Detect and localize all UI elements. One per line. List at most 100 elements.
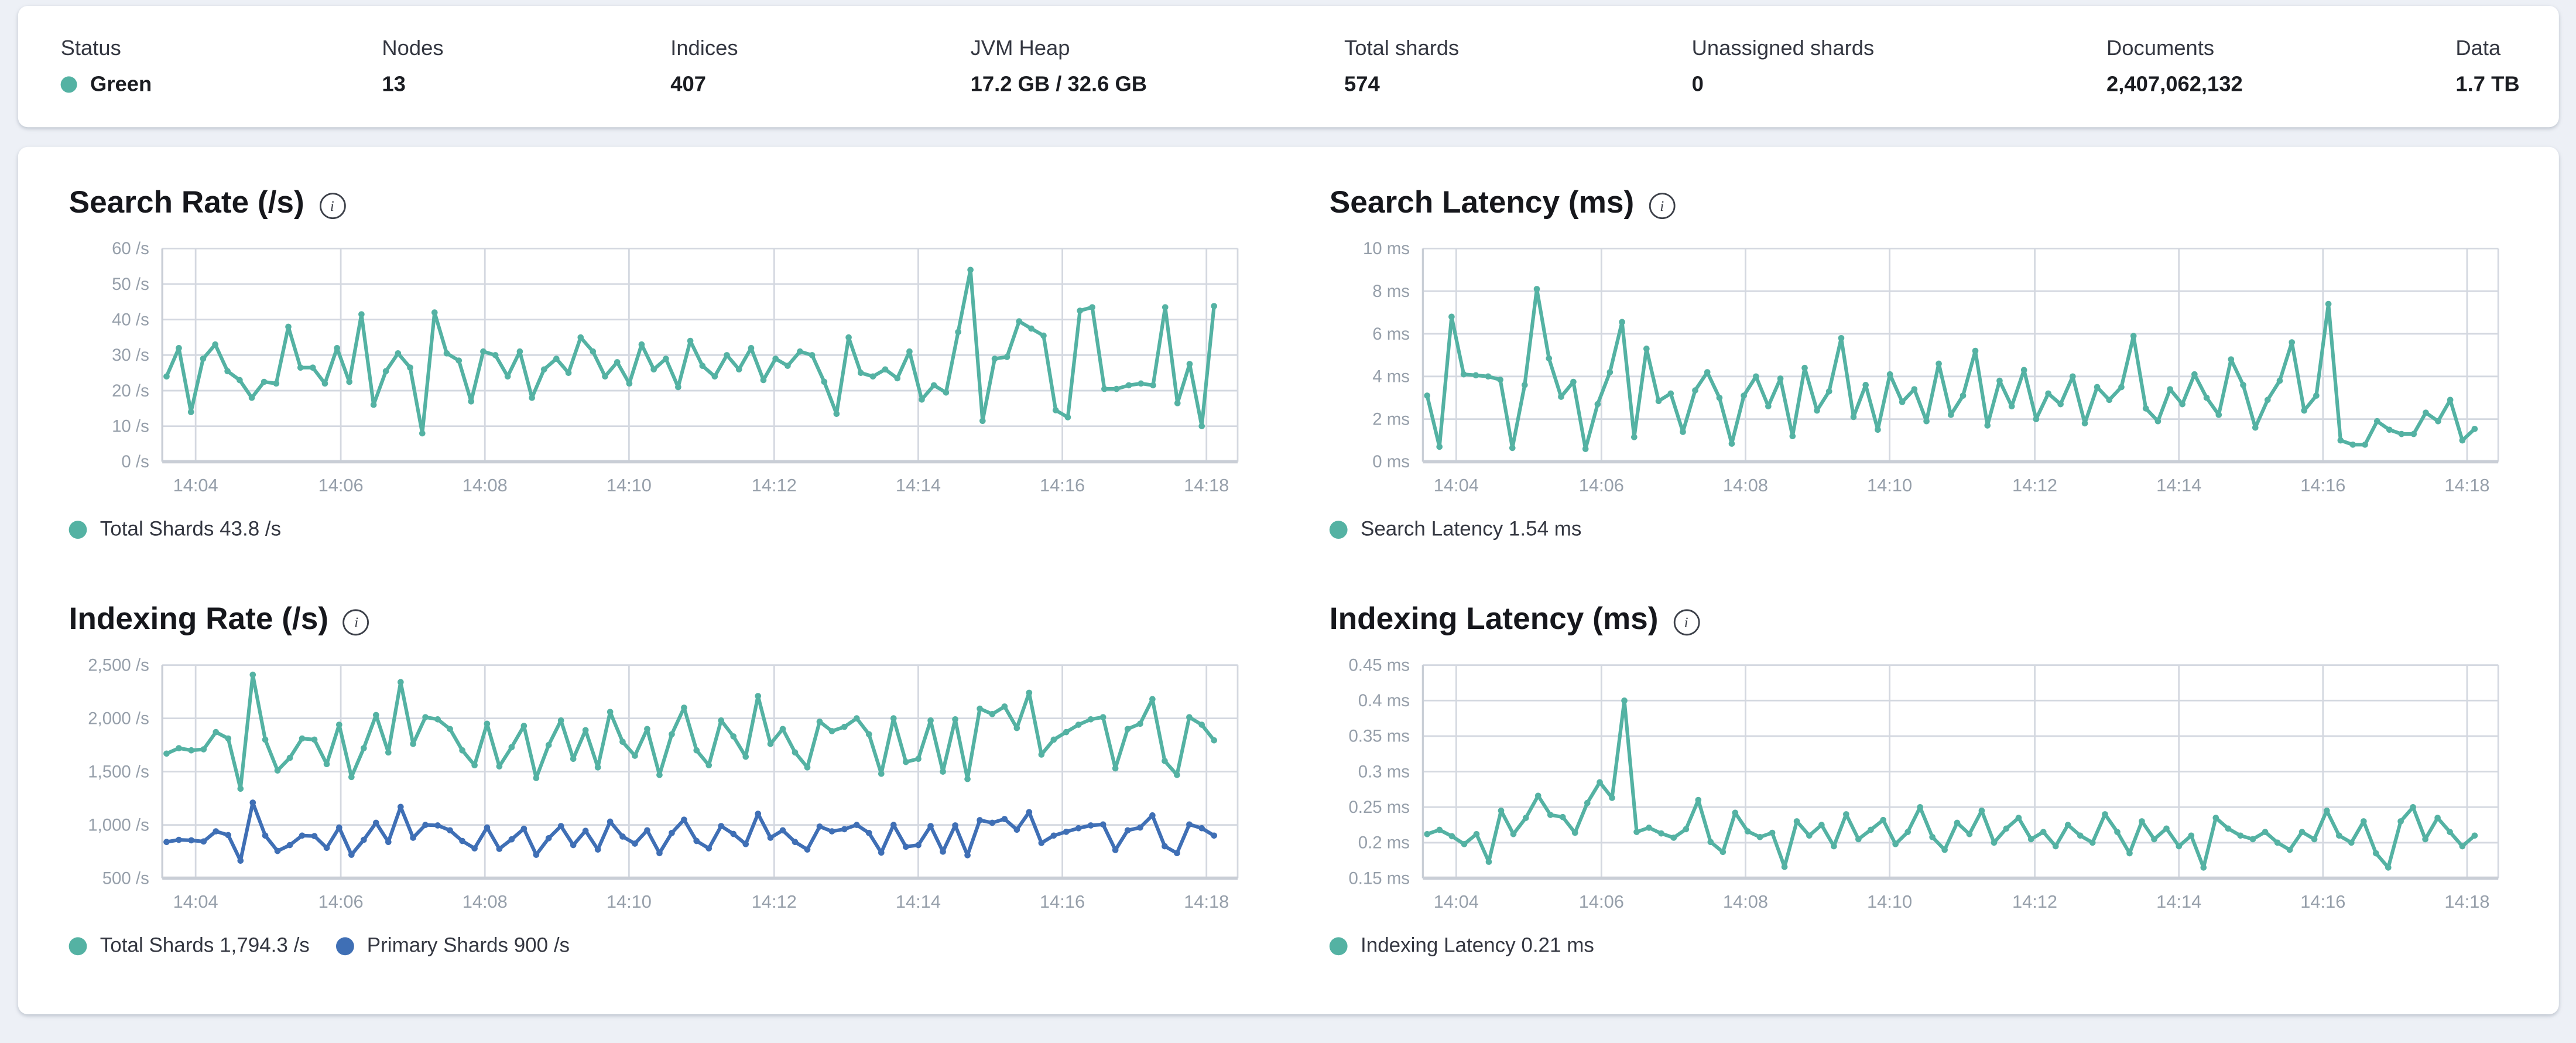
monitoring-overview-page: Status Green Nodes 13 Indices 407 JVM He… <box>0 6 2576 1043</box>
stat-value: 574 <box>1344 71 1380 96</box>
stat-value: 2,407,062,132 <box>2106 71 2243 96</box>
stat-label: Indices <box>670 35 738 60</box>
svg-text:14:12: 14:12 <box>2012 475 2057 495</box>
svg-text:0.3 ms: 0.3 ms <box>1358 762 1410 781</box>
chart-indexing-latency: Indexing Latency (ms) i 0.15 ms 0.2 ms 0.2… <box>1329 596 2506 957</box>
search-latency-chart-canvas[interactable]: 0 ms 2 ms 4 ms 6 ms 8 ms 10 ms 14:04 14:06 14:08… <box>1330 235 2506 514</box>
metrics-panel: Search Rate (/s) i 0 /s 10 /s 20 /s 30 /s 40… <box>18 146 2558 1014</box>
svg-text:0 ms: 0 ms <box>1372 452 1410 471</box>
svg-text:6 ms: 6 ms <box>1372 324 1410 344</box>
svg-text:2 ms: 2 ms <box>1372 409 1410 429</box>
svg-text:0.15 ms: 0.15 ms <box>1348 868 1410 888</box>
info-icon[interactable]: i <box>1673 609 1700 636</box>
svg-text:14:10: 14:10 <box>1867 475 1912 495</box>
svg-text:500 /s: 500 /s <box>102 868 149 888</box>
svg-text:14:16: 14:16 <box>1040 475 1085 495</box>
search-rate-chart-canvas[interactable]: 0 /s 10 /s 20 /s 30 /s 40 /s 50 /s 60 /s 14:04 1… <box>69 235 1246 514</box>
svg-text:14:18: 14:18 <box>1184 475 1229 495</box>
stat-unassigned-shards: Unassigned shards 0 <box>1692 32 2106 127</box>
stat-label: Documents <box>2106 35 2215 60</box>
svg-text:0.35 ms: 0.35 ms <box>1348 727 1410 746</box>
svg-text:0.25 ms: 0.25 ms <box>1348 798 1410 817</box>
svg-text:14:04: 14:04 <box>1434 891 1479 912</box>
svg-text:14:14: 14:14 <box>2156 891 2201 912</box>
svg-text:40 /s: 40 /s <box>112 310 149 330</box>
chart-title: Indexing Latency (ms) <box>1329 603 1659 637</box>
stat-value: 13 <box>382 71 406 96</box>
chart-legend: Total Shards 43.8 /s <box>68 517 1246 541</box>
stat-label: Total shards <box>1344 35 1460 60</box>
svg-text:0.45 ms: 0.45 ms <box>1348 655 1410 675</box>
info-icon[interactable]: i <box>318 193 345 219</box>
stat-documents: Documents 2,407,062,132 <box>2106 32 2455 127</box>
chart-grid: Search Rate (/s) i 0 /s 10 /s 20 /s 30 /s 40… <box>68 180 2508 957</box>
legend-dot-icon <box>68 519 87 538</box>
legend-item[interactable]: Total Shards 1,794.3 /s <box>68 933 310 957</box>
legend-dot-icon <box>335 936 354 955</box>
cluster-status-bar: Status Green Nodes 13 Indices 407 JVM He… <box>18 6 2558 128</box>
stat-value: 407 <box>670 71 706 96</box>
chart-search-rate: Search Rate (/s) i 0 /s 10 /s 20 /s 30 /s 40… <box>68 180 1246 541</box>
stat-status: Status Green <box>60 32 382 127</box>
svg-text:2,500 /s: 2,500 /s <box>88 655 149 675</box>
stat-value: 0 <box>1691 71 1704 96</box>
legend-item[interactable]: Total Shards 43.8 /s <box>68 517 282 541</box>
legend-label: Total Shards 1,794.3 /s <box>100 933 310 957</box>
chart-search-latency: Search Latency (ms) i 0 ms 2 ms 4 ms 6 ms 8 … <box>1329 180 2506 541</box>
svg-text:2,000 /s: 2,000 /s <box>88 709 149 728</box>
svg-text:60 /s: 60 /s <box>112 239 149 258</box>
legend-label: Search Latency 1.54 ms <box>1361 517 1582 541</box>
svg-text:14:06: 14:06 <box>1579 475 1624 495</box>
svg-text:0.2 ms: 0.2 ms <box>1358 833 1410 853</box>
svg-text:1,500 /s: 1,500 /s <box>88 762 149 781</box>
info-icon[interactable]: i <box>1649 193 1676 219</box>
svg-text:14:06: 14:06 <box>318 475 364 495</box>
status-value-text: Green <box>90 71 152 96</box>
svg-text:14:04: 14:04 <box>1434 475 1479 495</box>
svg-text:14:14: 14:14 <box>2156 475 2201 495</box>
svg-text:4 ms: 4 ms <box>1372 367 1410 387</box>
chart-legend: Indexing Latency 0.21 ms <box>1329 934 2506 957</box>
svg-text:20 /s: 20 /s <box>112 381 149 401</box>
svg-text:14:16: 14:16 <box>1040 891 1085 912</box>
svg-text:14:14: 14:14 <box>896 475 941 495</box>
stat-label: Nodes <box>382 35 444 60</box>
stat-total-shards: Total shards 574 <box>1344 32 1692 127</box>
legend-label: Primary Shards 900 /s <box>366 933 570 957</box>
chart-title: Search Rate (/s) <box>68 186 304 221</box>
legend-item[interactable]: Primary Shards 900 /s <box>335 933 570 957</box>
chart-title: Search Latency (ms) <box>1329 186 1635 221</box>
stat-nodes: Nodes 13 <box>382 32 670 127</box>
svg-text:1,000 /s: 1,000 /s <box>88 815 149 835</box>
chart-legend: Total Shards 1,794.3 /s Primary Shards 90… <box>68 933 1246 957</box>
legend-dot-icon <box>1329 936 1348 955</box>
legend-label: Total Shards 43.8 /s <box>100 517 282 541</box>
svg-text:14:08: 14:08 <box>463 891 508 912</box>
svg-text:14:04: 14:04 <box>173 891 218 912</box>
stat-value: 17.2 GB / 32.6 GB <box>970 71 1147 96</box>
svg-text:14:18: 14:18 <box>2444 891 2489 912</box>
legend-item[interactable]: Indexing Latency 0.21 ms <box>1329 934 1594 957</box>
stat-data-size: Data 1.7 TB <box>2455 32 2558 127</box>
stat-label: JVM Heap <box>970 35 1070 60</box>
svg-text:10 ms: 10 ms <box>1363 239 1410 258</box>
svg-text:50 /s: 50 /s <box>112 275 149 294</box>
legend-item[interactable]: Search Latency 1.54 ms <box>1329 517 1582 541</box>
svg-text:14:08: 14:08 <box>1723 891 1768 912</box>
svg-text:14:06: 14:06 <box>1579 891 1624 912</box>
svg-text:14:12: 14:12 <box>752 475 797 495</box>
indexing-latency-chart-canvas[interactable]: 0.15 ms 0.2 ms 0.25 ms 0.3 ms 0.35 ms 0.4 ms 0… <box>1330 652 2506 931</box>
chart-title-row: Indexing Latency (ms) i <box>1330 600 1700 642</box>
svg-text:14:06: 14:06 <box>318 891 364 912</box>
svg-text:0 /s: 0 /s <box>121 452 149 471</box>
stat-label: Unassigned shards <box>1691 35 1875 60</box>
indexing-rate-chart-canvas[interactable]: 500 /s 1,000 /s 1,500 /s 2,000 /s 2,500 /s 14… <box>69 652 1246 931</box>
stat-value: Green <box>60 68 382 99</box>
stat-indices: Indices 407 <box>670 32 970 127</box>
svg-text:10 /s: 10 /s <box>112 417 149 436</box>
chart-indexing-rate: Indexing Rate (/s) i 500 /s 1,000 /s 1,500… <box>68 596 1246 957</box>
svg-text:14:18: 14:18 <box>1184 891 1229 912</box>
svg-text:14:10: 14:10 <box>1867 891 1912 912</box>
svg-text:14:18: 14:18 <box>2444 475 2489 495</box>
info-icon[interactable]: i <box>343 609 370 636</box>
